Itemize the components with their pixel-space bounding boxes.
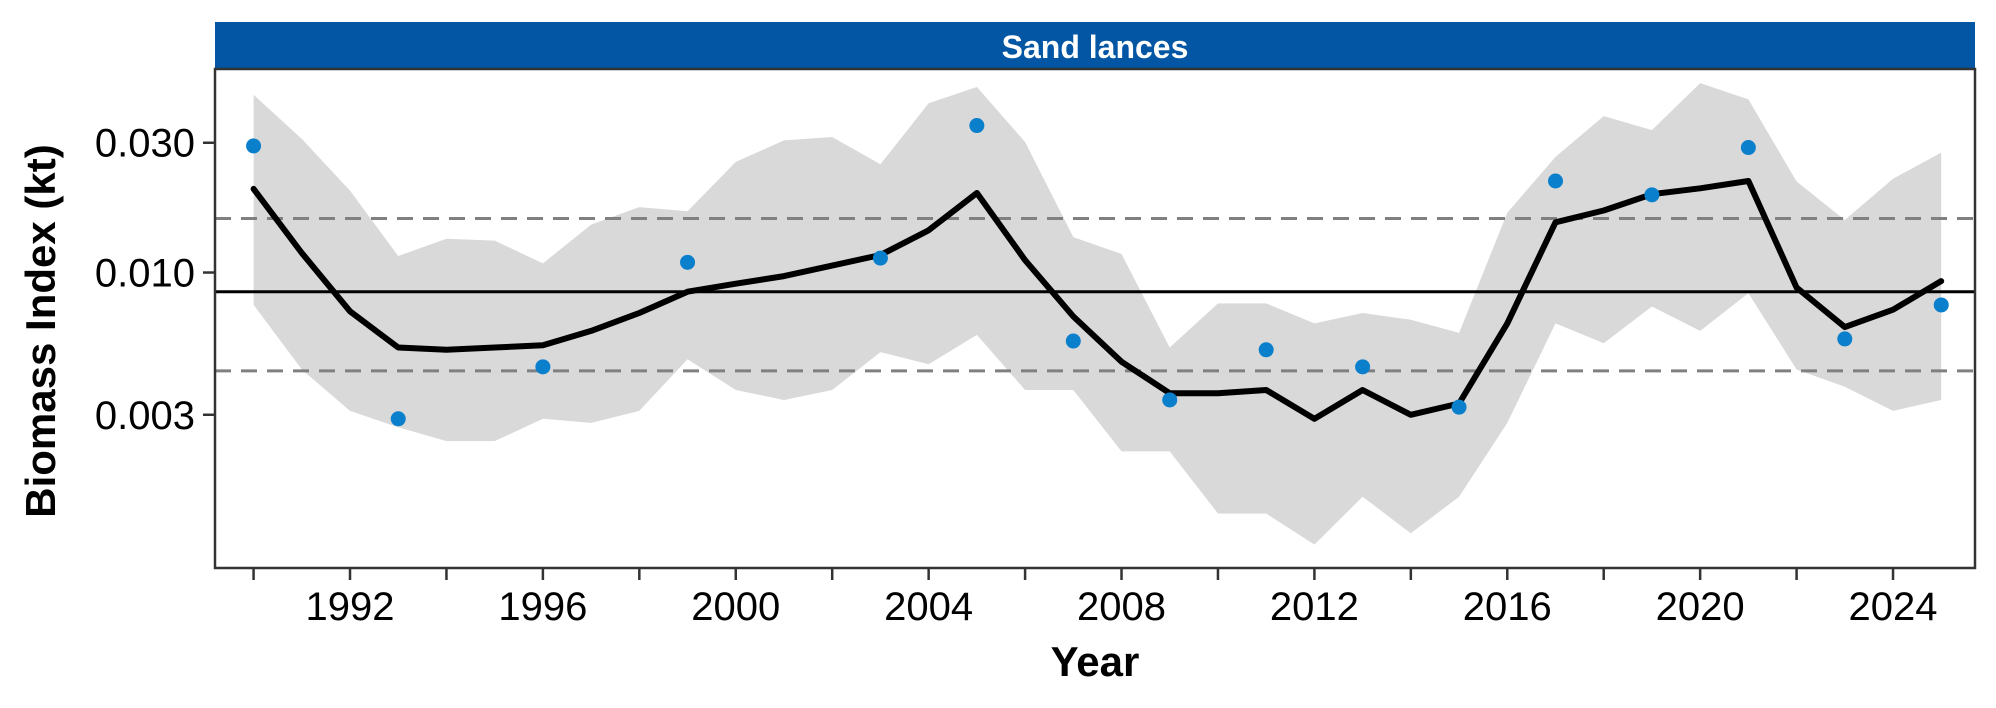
y-tick-label: 0.003 <box>95 394 195 438</box>
observed-point <box>1451 399 1467 415</box>
x-tick-label: 2024 <box>1849 585 1938 629</box>
observed-point <box>1162 392 1178 408</box>
y-axis-title: Biomass Index (kt) <box>17 144 64 517</box>
x-axis-title: Year <box>1051 638 1140 685</box>
observed-point <box>969 118 985 134</box>
confidence-ribbon-layer <box>253 83 1942 545</box>
observed-point <box>390 411 406 427</box>
y-tick-label: 0.010 <box>95 252 195 296</box>
x-tick-label: 1996 <box>498 585 587 629</box>
reference-lines-layer <box>215 216 1975 373</box>
observed-point <box>246 138 262 154</box>
observed-point <box>535 359 551 375</box>
observed-point <box>680 254 696 270</box>
observed-point <box>1065 333 1081 349</box>
observed-points-layer <box>246 118 1949 427</box>
x-tick-label: 2012 <box>1270 585 1359 629</box>
x-tick-label: 2016 <box>1463 585 1552 629</box>
observed-point <box>1355 359 1371 375</box>
observed-point <box>1933 297 1949 313</box>
panel-border <box>213 67 1977 570</box>
observed-point <box>1547 173 1563 189</box>
strip-header <box>215 22 1975 69</box>
observed-point <box>872 250 888 266</box>
x-tick-label: 2020 <box>1656 585 1745 629</box>
x-tick-label: 1992 <box>306 585 395 629</box>
x-tick-label: 2004 <box>884 585 973 629</box>
x-tick-label: 2000 <box>691 585 780 629</box>
observed-point <box>1258 342 1274 358</box>
observed-point <box>1644 187 1660 203</box>
x-tick-label: 2008 <box>1077 585 1166 629</box>
x-axis: 1992 1996 2000 2004 2008 2012 2016 2020 2024 <box>252 568 1938 629</box>
trend-line <box>250 178 1945 422</box>
y-axis: 0.003 0.010 0.030 <box>95 122 215 438</box>
observed-point <box>1740 140 1756 156</box>
trend-line-layer <box>250 178 1945 422</box>
y-tick-label: 0.030 <box>95 122 195 166</box>
observed-point <box>1837 331 1853 347</box>
confidence-ribbon <box>253 83 1942 545</box>
strip-title: Sand lances <box>1002 29 1189 65</box>
